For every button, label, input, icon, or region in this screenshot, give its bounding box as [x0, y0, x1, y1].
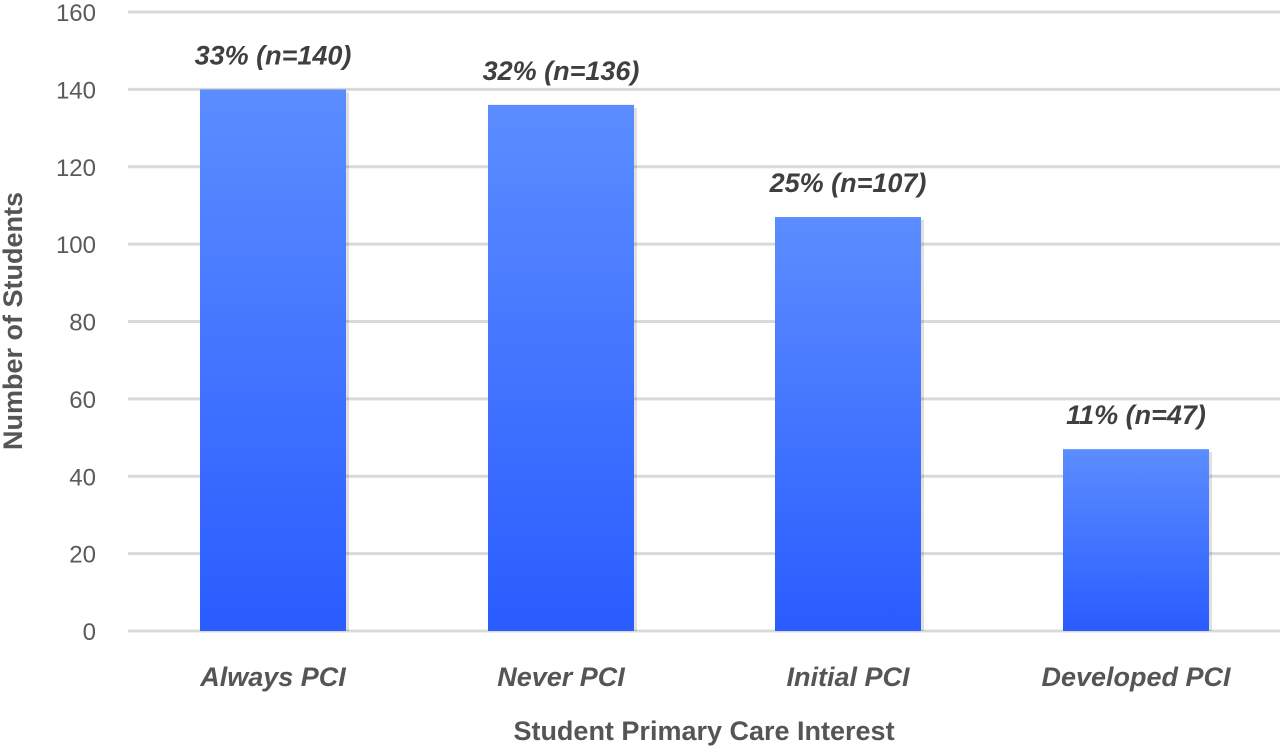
y-tick-label: 140: [56, 77, 96, 104]
y-axis-title: Number of Students: [0, 192, 28, 450]
y-tick-label: 160: [56, 0, 96, 27]
x-tick-label: Initial PCI: [786, 662, 910, 692]
data-labels: 33% (n=140) 32% (n=136) 25% (n=107) 11% (n=…: [195, 40, 1206, 430]
y-tick-label: 100: [56, 232, 96, 259]
y-tick-label: 0: [83, 619, 96, 646]
y-tick-label: 120: [56, 155, 96, 182]
y-tick-label: 40: [69, 464, 96, 491]
data-label: 25% (n=107): [769, 168, 927, 198]
data-label: 11% (n=47): [1066, 400, 1206, 430]
x-tick-label: Developed PCI: [1041, 662, 1231, 692]
bar: [1063, 449, 1209, 631]
bar: [775, 217, 921, 631]
y-tick-label: 20: [69, 542, 96, 569]
y-axis-ticks: 0 20 40 60 80 100 120 140 160: [56, 0, 96, 646]
data-label: 33% (n=140): [195, 40, 352, 70]
bar: [200, 89, 346, 631]
y-tick-label: 80: [69, 310, 96, 337]
y-tick-label: 60: [69, 387, 96, 414]
data-label: 32% (n=136): [483, 56, 640, 86]
x-axis-categories: Always PCI Never PCI Initial PCI Developed …: [199, 662, 1231, 692]
bars: [200, 89, 1212, 632]
bar: [488, 104, 634, 632]
x-axis-title: Student Primary Care Interest: [513, 716, 894, 746]
x-tick-label: Always PCI: [199, 662, 346, 692]
x-tick-label: Never PCI: [497, 662, 625, 692]
